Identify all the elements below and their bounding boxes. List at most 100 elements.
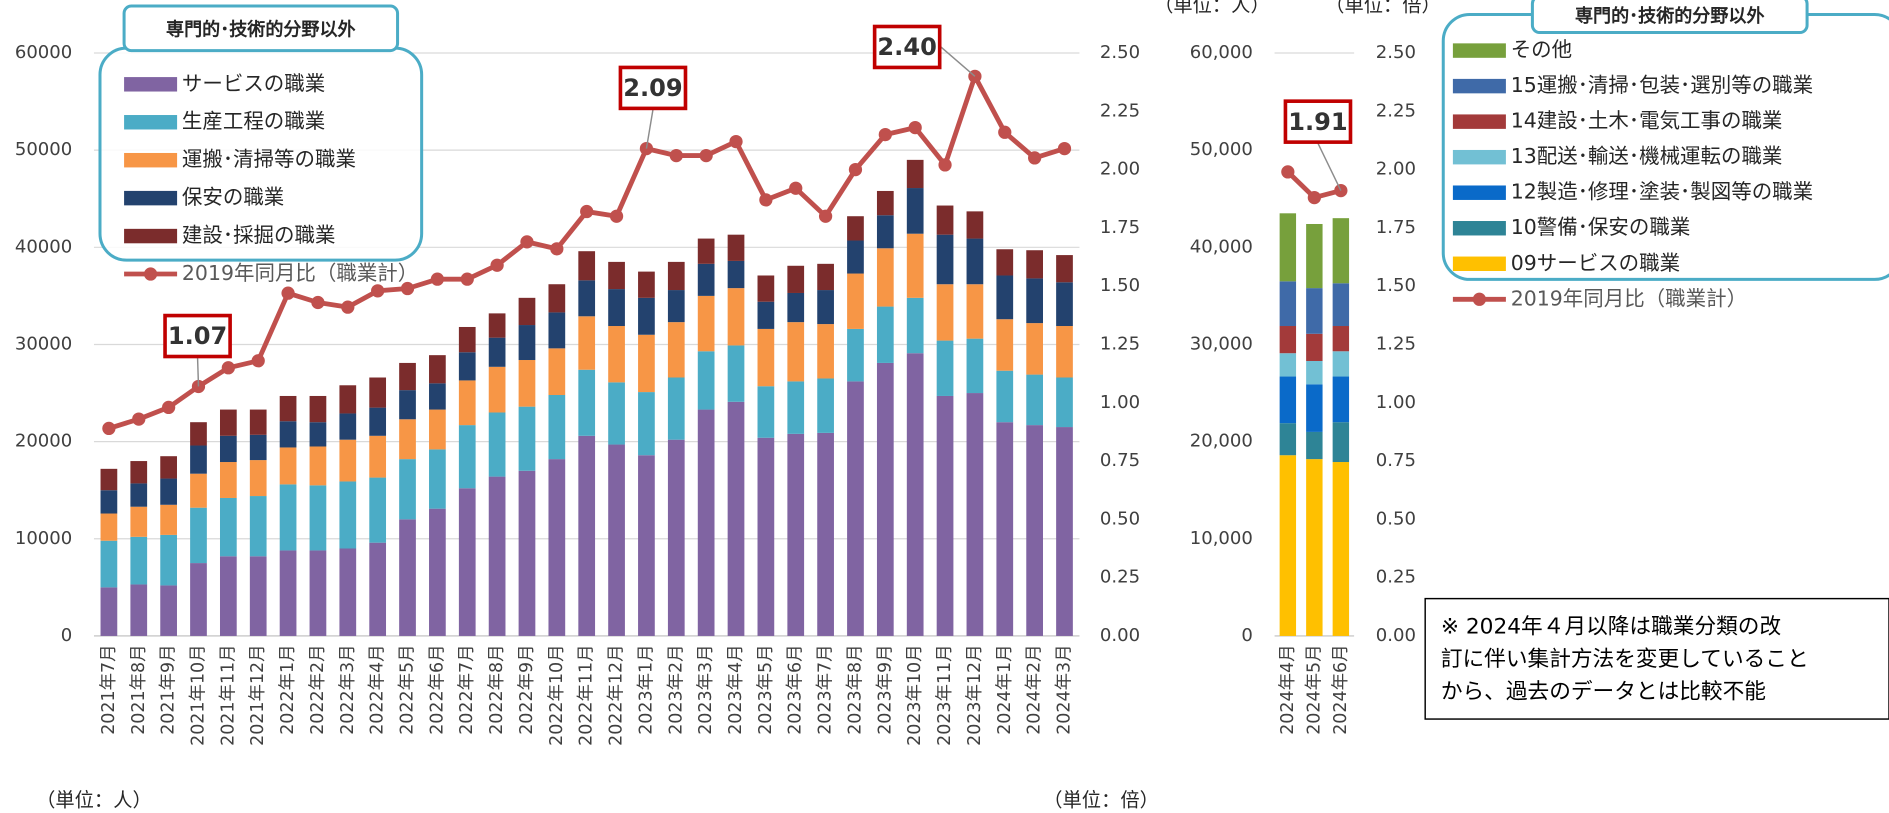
bar-segment	[249, 496, 267, 557]
bar-segment	[1026, 278, 1043, 324]
x-tick-label: 2021年10月	[188, 644, 208, 746]
y-unit: （単位：人）	[36, 788, 152, 811]
bar-segment	[279, 484, 297, 551]
bar-segment	[130, 584, 148, 636]
legend-marker	[1472, 292, 1487, 306]
bar-segment	[817, 324, 834, 379]
y-tick-label: 50,000	[1190, 139, 1253, 160]
bar-segment	[130, 506, 148, 537]
legend-swatch	[1452, 221, 1506, 236]
legend-label: その他	[1511, 38, 1572, 62]
line-point	[699, 148, 713, 163]
annotation-box	[618, 65, 688, 111]
legend-swatch	[1452, 149, 1506, 165]
legend-label: 15運搬･清掃･包装･選別等の職業	[1511, 73, 1813, 97]
bar-segment	[249, 460, 267, 497]
bar-segment	[906, 159, 924, 189]
bar-segment	[936, 284, 954, 341]
legend-title-box	[122, 4, 400, 53]
bar-segment	[876, 190, 894, 216]
line-point	[490, 258, 504, 272]
bar-segment	[399, 362, 416, 391]
bar-segment	[1026, 323, 1043, 375]
y2-tick-label: 1.25	[1376, 333, 1416, 354]
legend-swatch	[1452, 256, 1506, 271]
x-tick-label: 2024年4月	[1278, 644, 1298, 734]
line-point	[102, 421, 116, 436]
bar-segment	[727, 260, 745, 289]
y2-tick-label: 2.25	[1100, 100, 1140, 121]
bar-segment	[608, 444, 625, 636]
line-point	[639, 141, 654, 156]
annotation-leader	[645, 109, 654, 149]
bar-segment	[1279, 281, 1297, 327]
line-point	[460, 272, 474, 286]
y2-tick-label: 2.00	[1100, 159, 1140, 180]
bar-segment	[160, 456, 177, 479]
y2-tick-label: 0.00	[1376, 625, 1416, 646]
bar-segment	[1306, 459, 1323, 636]
bar-segment	[847, 240, 864, 274]
legend-title: 専門的･技術的分野以外	[1575, 5, 1765, 27]
bar-segment	[667, 377, 685, 440]
bar-segment	[876, 215, 894, 249]
y-tick-label: 20000	[15, 431, 72, 452]
bar-segment	[309, 550, 327, 636]
x-tick-label: 2024年1月	[995, 644, 1015, 734]
bar-segment	[667, 261, 685, 291]
y2-tick-label: 0.00	[1100, 625, 1140, 646]
note-line: から、過去のデータとは比較不能	[1441, 680, 1766, 705]
line-point	[520, 235, 534, 249]
bar-segment	[1332, 283, 1350, 327]
bar-segment	[279, 421, 297, 448]
bar-segment	[190, 445, 207, 474]
bar-segment	[1306, 333, 1323, 361]
bar-segment	[100, 540, 118, 588]
bar-segment	[1332, 326, 1350, 352]
x-tick-label: 2023年1月	[636, 644, 656, 734]
bar-segment	[1306, 431, 1323, 460]
note-line: ※ 2024年４月以降は職業分類の改	[1441, 615, 1781, 640]
bar-segment	[130, 483, 148, 507]
bar-segment	[1056, 282, 1073, 327]
legend-label: 10警備･保安の職業	[1511, 215, 1691, 239]
x-tick-label: 2022年12月	[607, 644, 627, 746]
bar-segment	[667, 439, 685, 636]
bar-segment	[966, 238, 984, 285]
line-point	[848, 162, 863, 177]
y-tick-label: 30000	[15, 333, 72, 354]
y2-tick-label: 0.50	[1100, 508, 1140, 529]
bar-segment	[936, 395, 954, 636]
bar-segment	[369, 377, 387, 408]
bar-segment	[399, 419, 416, 460]
legend-label: サービスの職業	[182, 71, 325, 95]
bar-segment	[548, 394, 566, 460]
x-tick-label: 2022年2月	[308, 644, 328, 734]
bar-segment	[966, 338, 984, 394]
legend-title: 専門的･技術的分野以外	[166, 19, 356, 41]
bar-segment	[966, 284, 984, 339]
line-point	[908, 120, 922, 135]
line-point	[550, 242, 564, 256]
x-tick-label: 2023年9月	[875, 644, 895, 734]
x-tick-label: 2021年12月	[248, 644, 268, 746]
bar-segment	[190, 422, 207, 446]
bar-segment	[1306, 384, 1323, 432]
line-point	[789, 181, 803, 195]
bar-segment	[1332, 351, 1350, 377]
line-point	[938, 158, 952, 172]
bar-segment	[1332, 422, 1350, 463]
x-tick-label: 2022年5月	[398, 644, 418, 734]
bar-segment	[399, 459, 416, 520]
bar-segment	[608, 289, 625, 327]
bar-segment	[279, 447, 297, 485]
y-tick-label: 10,000	[1190, 528, 1253, 549]
legend-title-box	[1530, 0, 1809, 35]
bar-segment	[906, 297, 924, 354]
bar-segment	[1279, 353, 1297, 377]
bar-segment	[488, 313, 506, 338]
x-tick-label: 2023年10月	[905, 644, 925, 746]
bar-segment	[279, 395, 297, 422]
bar-segment	[966, 211, 984, 239]
